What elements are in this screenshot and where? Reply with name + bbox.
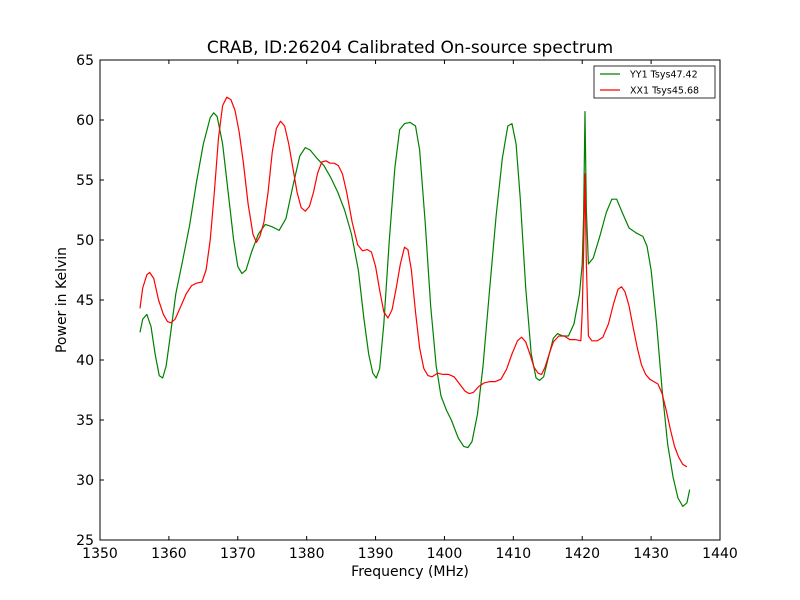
x-tick-label-1380: 1380 xyxy=(289,546,325,562)
tick-layer: 1350 1360 1370 1380 1390 1400 1410 1420 1430 1440… xyxy=(76,53,738,562)
x-tick-label-1400: 1400 xyxy=(427,546,463,562)
x-tick-label-1370: 1370 xyxy=(220,546,256,562)
chart-title: CRAB, ID:26204 Calibrated On-source spec… xyxy=(207,38,613,58)
x-tick-label-1440: 1440 xyxy=(702,546,738,562)
legend: YY1 Tsys47.42 XX1 Tsys45.68 xyxy=(593,65,716,99)
y-tick-label-60: 60 xyxy=(76,113,94,129)
x-tick-label-1420: 1420 xyxy=(564,546,600,562)
x-axis-label: Frequency (MHz) xyxy=(351,564,469,580)
y-tick-label-50: 50 xyxy=(76,233,94,249)
x-tick-label-1390: 1390 xyxy=(358,546,394,562)
y-tick-label-35: 35 xyxy=(76,413,94,429)
series-line-xx1 xyxy=(139,96,688,468)
x-tick-label-1430: 1430 xyxy=(633,546,669,562)
x-tick-label-1360: 1360 xyxy=(151,546,187,562)
x-tick-label-1350: 1350 xyxy=(82,546,118,562)
x-tick-label-1410: 1410 xyxy=(496,546,532,562)
y-tick-label-30: 30 xyxy=(76,473,94,489)
y-axis-label: Power in Kelvin xyxy=(54,247,70,353)
legend-box xyxy=(593,65,716,99)
series-line-yy1 xyxy=(139,110,691,507)
plot-frame xyxy=(99,59,721,541)
y-tick-label-25: 25 xyxy=(76,533,94,549)
plot-area: 1350 1360 1370 1380 1390 1400 1410 1420 1430 1440… xyxy=(76,53,738,562)
y-tick-label-45: 45 xyxy=(76,293,94,309)
y-tick-label-40: 40 xyxy=(76,353,94,369)
series-layer xyxy=(139,96,691,507)
y-tick-label-55: 55 xyxy=(76,173,94,189)
y-tick-label-65: 65 xyxy=(76,53,94,69)
legend-label-xx1: XX1 Tsys45.68 xyxy=(630,86,699,97)
legend-label-yy1: YY1 Tsys47.42 xyxy=(629,70,698,81)
